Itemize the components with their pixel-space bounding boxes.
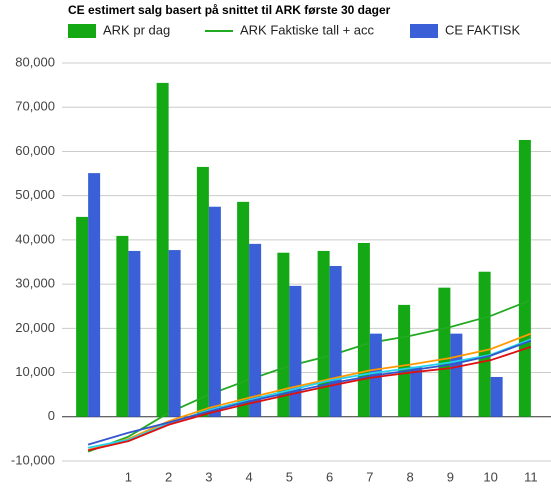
y-tick-label: 60,000 [15, 143, 55, 158]
legend-swatch [68, 24, 96, 38]
bar [237, 201, 250, 417]
legend: ARK pr dag ARK Faktiske tall + acc CE FAKT… [68, 22, 520, 38]
bar [76, 216, 89, 417]
chart-title: CE estimert salg basert på snittet til A… [68, 3, 391, 17]
y-tick-label: -10,000 [11, 452, 55, 467]
x-tick-label: 7 [366, 469, 373, 484]
bar [277, 252, 290, 417]
y-tick-label: 30,000 [15, 276, 55, 291]
bar [88, 173, 101, 417]
legend-label: ARK Faktiske tall + acc [240, 22, 375, 37]
bar [329, 265, 342, 417]
y-tick-label: 20,000 [15, 320, 55, 335]
x-tick-label: 10 [483, 469, 497, 484]
line [87, 338, 532, 449]
bar [128, 250, 141, 417]
y-tick-label: 80,000 [15, 54, 55, 69]
bar [289, 285, 302, 417]
y-tick-label: 40,000 [15, 231, 55, 246]
x-tick-label: 5 [286, 469, 293, 484]
bar [208, 206, 221, 417]
legend-swatch [410, 24, 438, 38]
bar [410, 366, 423, 417]
bar [438, 287, 451, 417]
bar [249, 243, 262, 417]
y-tick-label: 70,000 [15, 99, 55, 114]
bar [357, 242, 370, 417]
bar [518, 139, 531, 417]
line [87, 299, 532, 453]
legend-label: CE FAKTISK [445, 22, 520, 37]
bar [156, 82, 169, 417]
y-tick-label: 10,000 [15, 364, 55, 379]
x-tick-label: 11 [524, 469, 538, 484]
bar [168, 250, 181, 417]
x-tick-label: 2 [165, 469, 172, 484]
x-tick-label: 3 [205, 469, 212, 484]
legend-label: ARK pr dag [103, 22, 170, 37]
y-tick-label: 50,000 [15, 187, 55, 202]
line [87, 332, 532, 451]
line [87, 339, 532, 446]
line [87, 346, 532, 452]
bar [196, 166, 209, 417]
bar [478, 271, 491, 417]
x-tick-label: 4 [246, 469, 253, 484]
bar [317, 250, 330, 417]
x-tick-label: 9 [447, 469, 454, 484]
x-tick-label: 1 [125, 469, 132, 484]
bar [490, 376, 503, 417]
x-tick-label: 6 [326, 469, 333, 484]
bar [450, 333, 463, 417]
y-tick-label: 0 [48, 408, 55, 423]
x-tick-label: 8 [407, 469, 414, 484]
bar [398, 304, 411, 417]
bar [116, 235, 129, 417]
